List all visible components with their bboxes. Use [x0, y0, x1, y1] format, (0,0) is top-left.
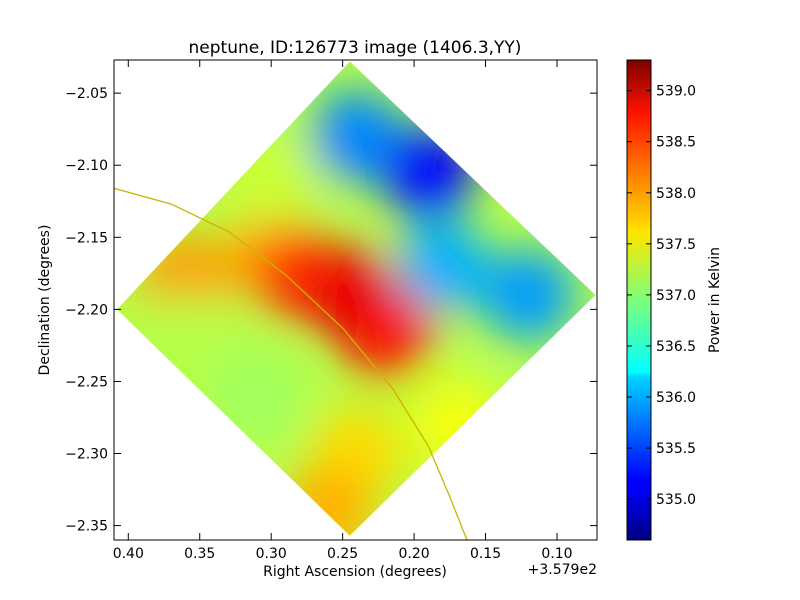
- x-tick-label: 0.40: [113, 546, 144, 562]
- x-tick-label: 0.15: [470, 546, 501, 562]
- y-tick-label: −2.10: [65, 158, 108, 174]
- heatmap-region: [282, 465, 375, 536]
- colorbar-tick-label: 538.5: [656, 135, 696, 151]
- colorbar-tick-label: 535.5: [656, 441, 696, 457]
- chart-title: neptune, ID:126773 image (1406.3,YY): [189, 38, 522, 58]
- colorbar-tick-label: 536.5: [656, 339, 696, 355]
- heatmap-region: [382, 126, 475, 219]
- heatmap-region: [310, 90, 403, 183]
- colorbar-tick-label: 539.0: [656, 84, 696, 100]
- colorbar-tick-label: 538.0: [656, 186, 696, 202]
- heatmap-regions: [139, 90, 575, 536]
- heatmap-region: [210, 349, 303, 442]
- x-tick-label: 0.25: [327, 546, 358, 562]
- colorbar-tick-label: 536.0: [656, 390, 696, 406]
- x-axis-ticks: 0.40 0.35 0.30 0.25 0.20 0.15 0.10: [113, 60, 573, 562]
- colorbar-label: Power in Kelvin: [707, 247, 723, 353]
- heatmap-region: [303, 249, 396, 341]
- heatmap-region: [396, 220, 489, 313]
- heatmap-footprint: [116, 61, 596, 536]
- x-tick-label: 0.10: [541, 546, 572, 562]
- y-axis-ticks: −2.05 −2.10 −2.15 −2.20 −2.25 −2.30 −2.35: [65, 86, 597, 535]
- plot-frame: [113, 59, 598, 541]
- y-tick-label: −2.05: [65, 86, 108, 102]
- heatmap-region: [411, 378, 503, 471]
- colorbar-ticks: 535.0 535.5 536.0 536.5 537.0 537.5 538.0 538.5…: [627, 84, 696, 508]
- y-tick-label: −2.20: [65, 302, 108, 318]
- y-tick-label: −2.25: [65, 374, 108, 390]
- colorbar-tick-label: 537.0: [656, 288, 696, 304]
- x-tick-label: 0.35: [184, 546, 215, 562]
- plot-area: 0.40 0.35 0.30 0.25 0.20 0.15 0.10 −2.05−2.10−…: [65, 59, 598, 562]
- heatmap-region: [482, 249, 575, 341]
- x-offset-label: +3.579e2: [528, 562, 597, 578]
- x-axis-label: Right Ascension (degrees): [263, 564, 447, 580]
- y-axis-label: Declination (degrees): [37, 225, 53, 376]
- heatmap-region: [225, 133, 318, 226]
- heatmap-region: [139, 292, 232, 385]
- y-tick-label: −2.30: [65, 447, 108, 463]
- colorbar-tick-label: 535.0: [656, 492, 696, 508]
- colorbar-gradient: [626, 59, 652, 541]
- y-tick-label: −2.15: [65, 230, 108, 246]
- x-tick-label: 0.20: [399, 546, 430, 562]
- x-tick-label: 0.30: [256, 546, 287, 562]
- colorbar-tick-label: 537.5: [656, 237, 696, 253]
- overlay-curve: [114, 187, 468, 540]
- colorbar: 535.0 535.5 536.0 536.5 537.0 537.5 538.0 538.5…: [626, 59, 723, 541]
- y-tick-label: −2.35: [65, 519, 108, 535]
